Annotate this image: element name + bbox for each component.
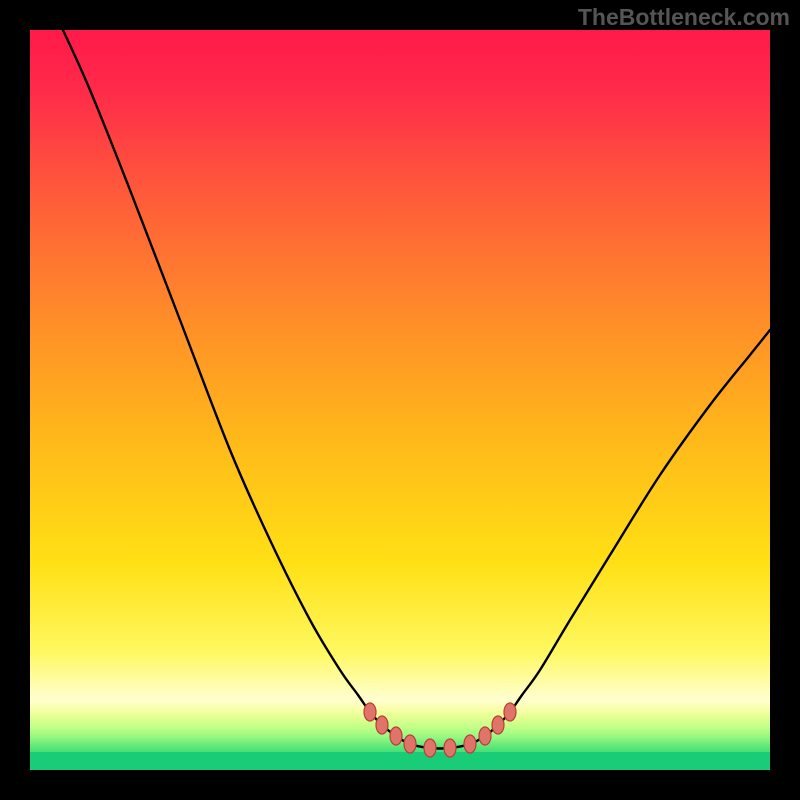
curve-marker bbox=[479, 727, 491, 745]
curve-marker bbox=[390, 727, 402, 745]
chart-frame: TheBottleneck.com bbox=[0, 0, 800, 800]
curve-marker bbox=[364, 703, 376, 721]
curve-marker bbox=[492, 716, 504, 734]
curve-marker bbox=[444, 739, 456, 757]
curve-marker bbox=[376, 716, 388, 734]
curve-marker bbox=[424, 739, 436, 757]
bottleneck-chart bbox=[30, 30, 770, 770]
chart-background bbox=[30, 30, 770, 770]
curve-marker bbox=[464, 735, 476, 753]
curve-marker bbox=[404, 735, 416, 753]
watermark-text: TheBottleneck.com bbox=[578, 4, 790, 31]
green-baseline bbox=[30, 752, 770, 770]
curve-marker bbox=[504, 703, 516, 721]
